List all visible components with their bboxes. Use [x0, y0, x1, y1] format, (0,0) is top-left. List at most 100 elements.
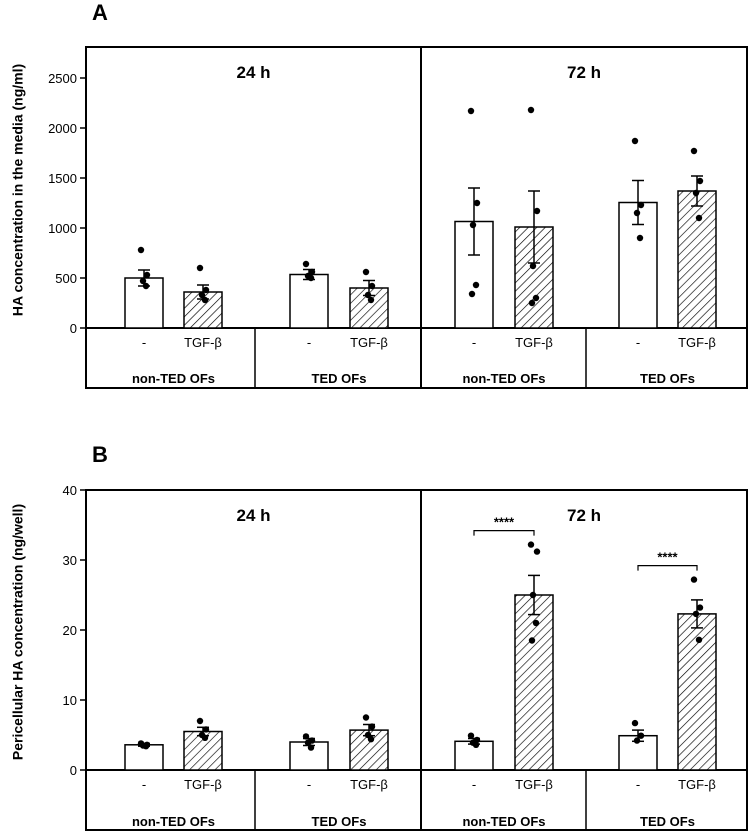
- data-point: [302, 733, 310, 740]
- data-point: [196, 264, 204, 272]
- y-axis-label: Pericellular HA concentration (ng/well): [9, 504, 25, 760]
- y-tick-label: 40: [63, 483, 77, 498]
- y-tick-label: 30: [63, 553, 77, 568]
- data-point: [467, 732, 475, 739]
- data-point: [637, 201, 645, 209]
- data-point: [142, 282, 150, 290]
- group-label: TED OFs: [640, 371, 695, 386]
- data-point: [201, 296, 209, 304]
- data-point: [473, 199, 481, 207]
- data-point: [472, 741, 480, 748]
- group-label: TED OFs: [312, 371, 367, 386]
- data-point: [202, 726, 210, 733]
- treatment-label: TGF-β: [184, 777, 222, 792]
- data-point: [364, 291, 372, 299]
- time-point-title: 72 h: [567, 63, 601, 82]
- data-point: [690, 147, 698, 155]
- panel-label: A: [92, 0, 108, 25]
- data-point: [368, 282, 376, 290]
- treatment-label: -: [142, 777, 146, 792]
- treatment-label: TGF-β: [515, 335, 553, 350]
- plot-frame: [85, 489, 748, 771]
- bar: [677, 190, 717, 329]
- y-tick-label: 0: [70, 763, 77, 778]
- data-point: [527, 541, 535, 548]
- y-tick-label: 0: [70, 321, 77, 336]
- data-point: [304, 739, 312, 746]
- data-point: [528, 637, 536, 644]
- data-point: [695, 214, 703, 222]
- treatment-label: TGF-β: [678, 777, 716, 792]
- group-label: TED OFs: [312, 814, 367, 829]
- group-label: non-TED OFs: [132, 814, 215, 829]
- treatment-label: -: [307, 335, 311, 350]
- significance-bracket: [637, 565, 698, 571]
- bar: [289, 273, 329, 329]
- data-point: [633, 209, 641, 217]
- data-point: [198, 291, 206, 299]
- y-tick-label: 20: [63, 623, 77, 638]
- panel-b: B Pericellular HA concentration (ng/well)…: [9, 442, 748, 831]
- y-tick-label: 2500: [48, 71, 77, 86]
- y-tick-label: 1500: [48, 171, 77, 186]
- treatment-label: -: [636, 335, 640, 350]
- group-label: non-TED OFs: [132, 371, 215, 386]
- y-tick-label: 2000: [48, 121, 77, 136]
- time-point-title: 24 h: [236, 506, 270, 525]
- group-label: non-TED OFs: [462, 814, 545, 829]
- treatment-label: TGF-β: [515, 777, 553, 792]
- data-point: [362, 268, 370, 276]
- data-point: [528, 299, 536, 307]
- data-point: [631, 719, 639, 727]
- group-label: non-TED OFs: [462, 371, 545, 386]
- treatment-label: -: [472, 335, 476, 350]
- significance-label: ****: [657, 550, 678, 565]
- condition-table: [85, 327, 748, 389]
- treatment-label: TGF-β: [184, 335, 222, 350]
- group-label: TED OFs: [640, 814, 695, 829]
- data-point: [137, 246, 145, 254]
- data-point: [532, 619, 540, 627]
- treatment-label: TGF-β: [678, 335, 716, 350]
- data-point: [196, 717, 204, 725]
- data-point: [368, 723, 376, 730]
- data-point: [307, 274, 315, 282]
- data-point: [529, 591, 537, 599]
- treatment-label: TGF-β: [350, 335, 388, 350]
- significance-bracket: [473, 530, 535, 536]
- data-point: [307, 744, 315, 751]
- data-point: [201, 734, 209, 741]
- data-point: [467, 107, 475, 115]
- data-point: [202, 286, 210, 294]
- y-tick-label: 500: [55, 271, 77, 286]
- data-point: [139, 277, 147, 285]
- time-point-title: 72 h: [567, 506, 601, 525]
- data-point: [143, 271, 151, 279]
- treatment-label: -: [307, 777, 311, 792]
- data-point: [302, 260, 310, 268]
- data-point: [692, 610, 700, 618]
- data-point: [142, 743, 150, 750]
- data-point: [692, 189, 700, 197]
- data-point: [695, 636, 703, 643]
- data-point: [367, 736, 375, 743]
- treatment-label: -: [472, 777, 476, 792]
- time-point-title: 24 h: [236, 63, 270, 82]
- data-point: [472, 281, 480, 289]
- panel-a: A HA concentration in the media (ng/ml) 0 5…: [9, 0, 748, 389]
- bar: [124, 744, 164, 771]
- data-point: [533, 548, 541, 555]
- data-point: [532, 294, 540, 302]
- y-tick-label: 1000: [48, 221, 77, 236]
- data-point: [367, 296, 375, 304]
- data-point: [631, 137, 639, 145]
- panel-label: B: [92, 442, 108, 467]
- treatment-label: TGF-β: [350, 777, 388, 792]
- data-point: [637, 732, 645, 739]
- data-point: [696, 177, 704, 185]
- condition-table: [85, 769, 748, 831]
- data-point: [696, 604, 704, 611]
- data-point: [533, 207, 541, 215]
- treatment-label: -: [142, 335, 146, 350]
